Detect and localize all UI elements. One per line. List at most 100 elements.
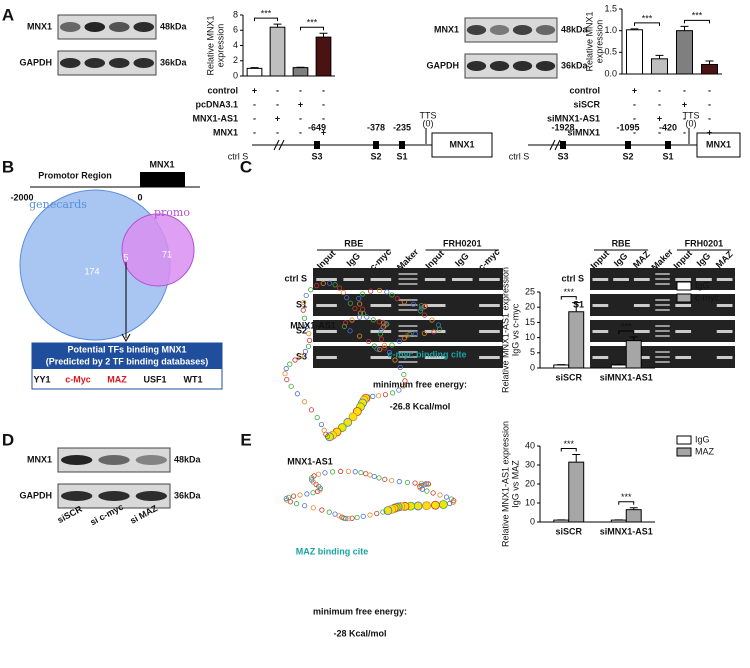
- nucleotide: [404, 479, 410, 486]
- y-axis-label: IgG vs c-myc: [510, 303, 520, 356]
- gel-band: [451, 278, 473, 281]
- site-label: S1: [396, 151, 407, 161]
- condition-sign: +: [298, 99, 303, 109]
- legend-label: c-myc: [695, 292, 719, 302]
- nucleotide: [430, 490, 436, 496]
- y-tick-label: 40: [525, 440, 535, 450]
- bar: [568, 311, 585, 369]
- y-tick-label: 0: [530, 362, 535, 372]
- venn-count: 5: [123, 252, 128, 262]
- gel-band: [316, 356, 337, 359]
- nucleotide: [422, 303, 428, 309]
- y-tick-label: 2: [233, 55, 238, 65]
- nucleotide: [389, 477, 395, 484]
- nucleotide: [443, 494, 450, 500]
- nucleotide: [371, 343, 377, 349]
- gel-band: [592, 304, 609, 307]
- nucleotide: [343, 417, 353, 427]
- y-tick-label: 0.0: [604, 68, 617, 78]
- nucleotide: [284, 376, 290, 383]
- nucleotide: [311, 473, 317, 479]
- condition-sign: +: [252, 85, 257, 95]
- nucleotide: [437, 492, 443, 498]
- nucleotide: [401, 299, 407, 305]
- nucleotide: [401, 335, 407, 341]
- sig-label: ***: [621, 321, 632, 331]
- y-tick-label: 8: [233, 9, 238, 19]
- gel-band: [696, 278, 712, 281]
- panel-label: B: [2, 157, 14, 176]
- sig-label: ***: [621, 492, 632, 502]
- nucleotide: [360, 306, 366, 312]
- y-tick-label: 0.5: [604, 47, 617, 57]
- nucleotide: [354, 514, 360, 521]
- legend-swatch: [676, 281, 692, 291]
- ladder: [398, 278, 418, 280]
- nucleotide: [367, 472, 373, 478]
- gel-group: RBE: [344, 238, 363, 248]
- blot-label: GAPDH: [426, 60, 459, 70]
- nucleotide: [412, 331, 418, 337]
- band: [60, 455, 93, 465]
- nucleotide: [368, 288, 374, 294]
- y-tick-label: 5: [530, 347, 535, 357]
- sig-bracket: [618, 330, 635, 334]
- ladder: [398, 304, 418, 306]
- site-box: [314, 141, 320, 149]
- condition-sign: -: [658, 85, 661, 95]
- band: [108, 58, 130, 68]
- condition-sign: -: [253, 113, 256, 123]
- nucleotide: [330, 469, 336, 475]
- nucleotide: [375, 393, 382, 399]
- condition-sign: -: [299, 85, 302, 95]
- condition-label: siSCR: [573, 99, 600, 109]
- gel-band: [424, 278, 446, 281]
- site-label: ctrl S: [228, 151, 249, 161]
- gene-label: MNX1: [449, 139, 474, 149]
- blot-label: MNX1: [27, 454, 52, 464]
- ladder: [398, 356, 418, 358]
- nucleotide: [339, 514, 345, 520]
- ladder: [398, 283, 418, 285]
- ladder: [398, 299, 418, 301]
- condition-sign: +: [707, 127, 712, 137]
- nucleotide: [386, 349, 392, 356]
- position: 0: [137, 192, 142, 202]
- condition-label: siMNX1-AS1: [547, 113, 600, 123]
- nucleotide: [419, 486, 425, 492]
- nucleotide: [418, 302, 424, 309]
- condition-sign: +: [321, 127, 326, 137]
- nucleotide: [430, 500, 440, 510]
- position: -235: [393, 122, 411, 132]
- gel-row-label: S1: [296, 299, 307, 309]
- legend-swatch: [676, 435, 692, 445]
- tf-name: USF1: [143, 374, 166, 384]
- gel-band: [424, 356, 446, 359]
- nucleotide: [306, 331, 312, 337]
- ladder: [398, 309, 418, 311]
- nucleotide: [383, 506, 393, 516]
- panel-label: C: [240, 157, 252, 176]
- nucleotide: [377, 346, 383, 353]
- blot-label: MNX1: [27, 21, 52, 31]
- nucleotide: [342, 320, 349, 326]
- nucleotide: [352, 469, 358, 475]
- tf-name: MAZ: [107, 374, 127, 384]
- nucleotide: [389, 390, 396, 396]
- gel-band: [370, 304, 392, 307]
- gel-band: [633, 356, 650, 359]
- blot-size: 48kDa: [174, 454, 202, 464]
- gel-band: [479, 304, 500, 307]
- nucleotide: [344, 295, 350, 301]
- nucleotide: [422, 501, 432, 511]
- nucleotide: [431, 329, 437, 335]
- energy-label: minimum free energy:: [373, 379, 467, 389]
- ladder: [655, 304, 670, 306]
- break: [549, 139, 561, 151]
- nucleotide: [340, 289, 346, 296]
- ladder: [655, 325, 670, 327]
- gel-row-label: S3: [296, 351, 307, 361]
- ladder: [655, 273, 670, 275]
- band: [535, 25, 556, 35]
- x-tick-label: siMNX1-AS1: [600, 526, 653, 536]
